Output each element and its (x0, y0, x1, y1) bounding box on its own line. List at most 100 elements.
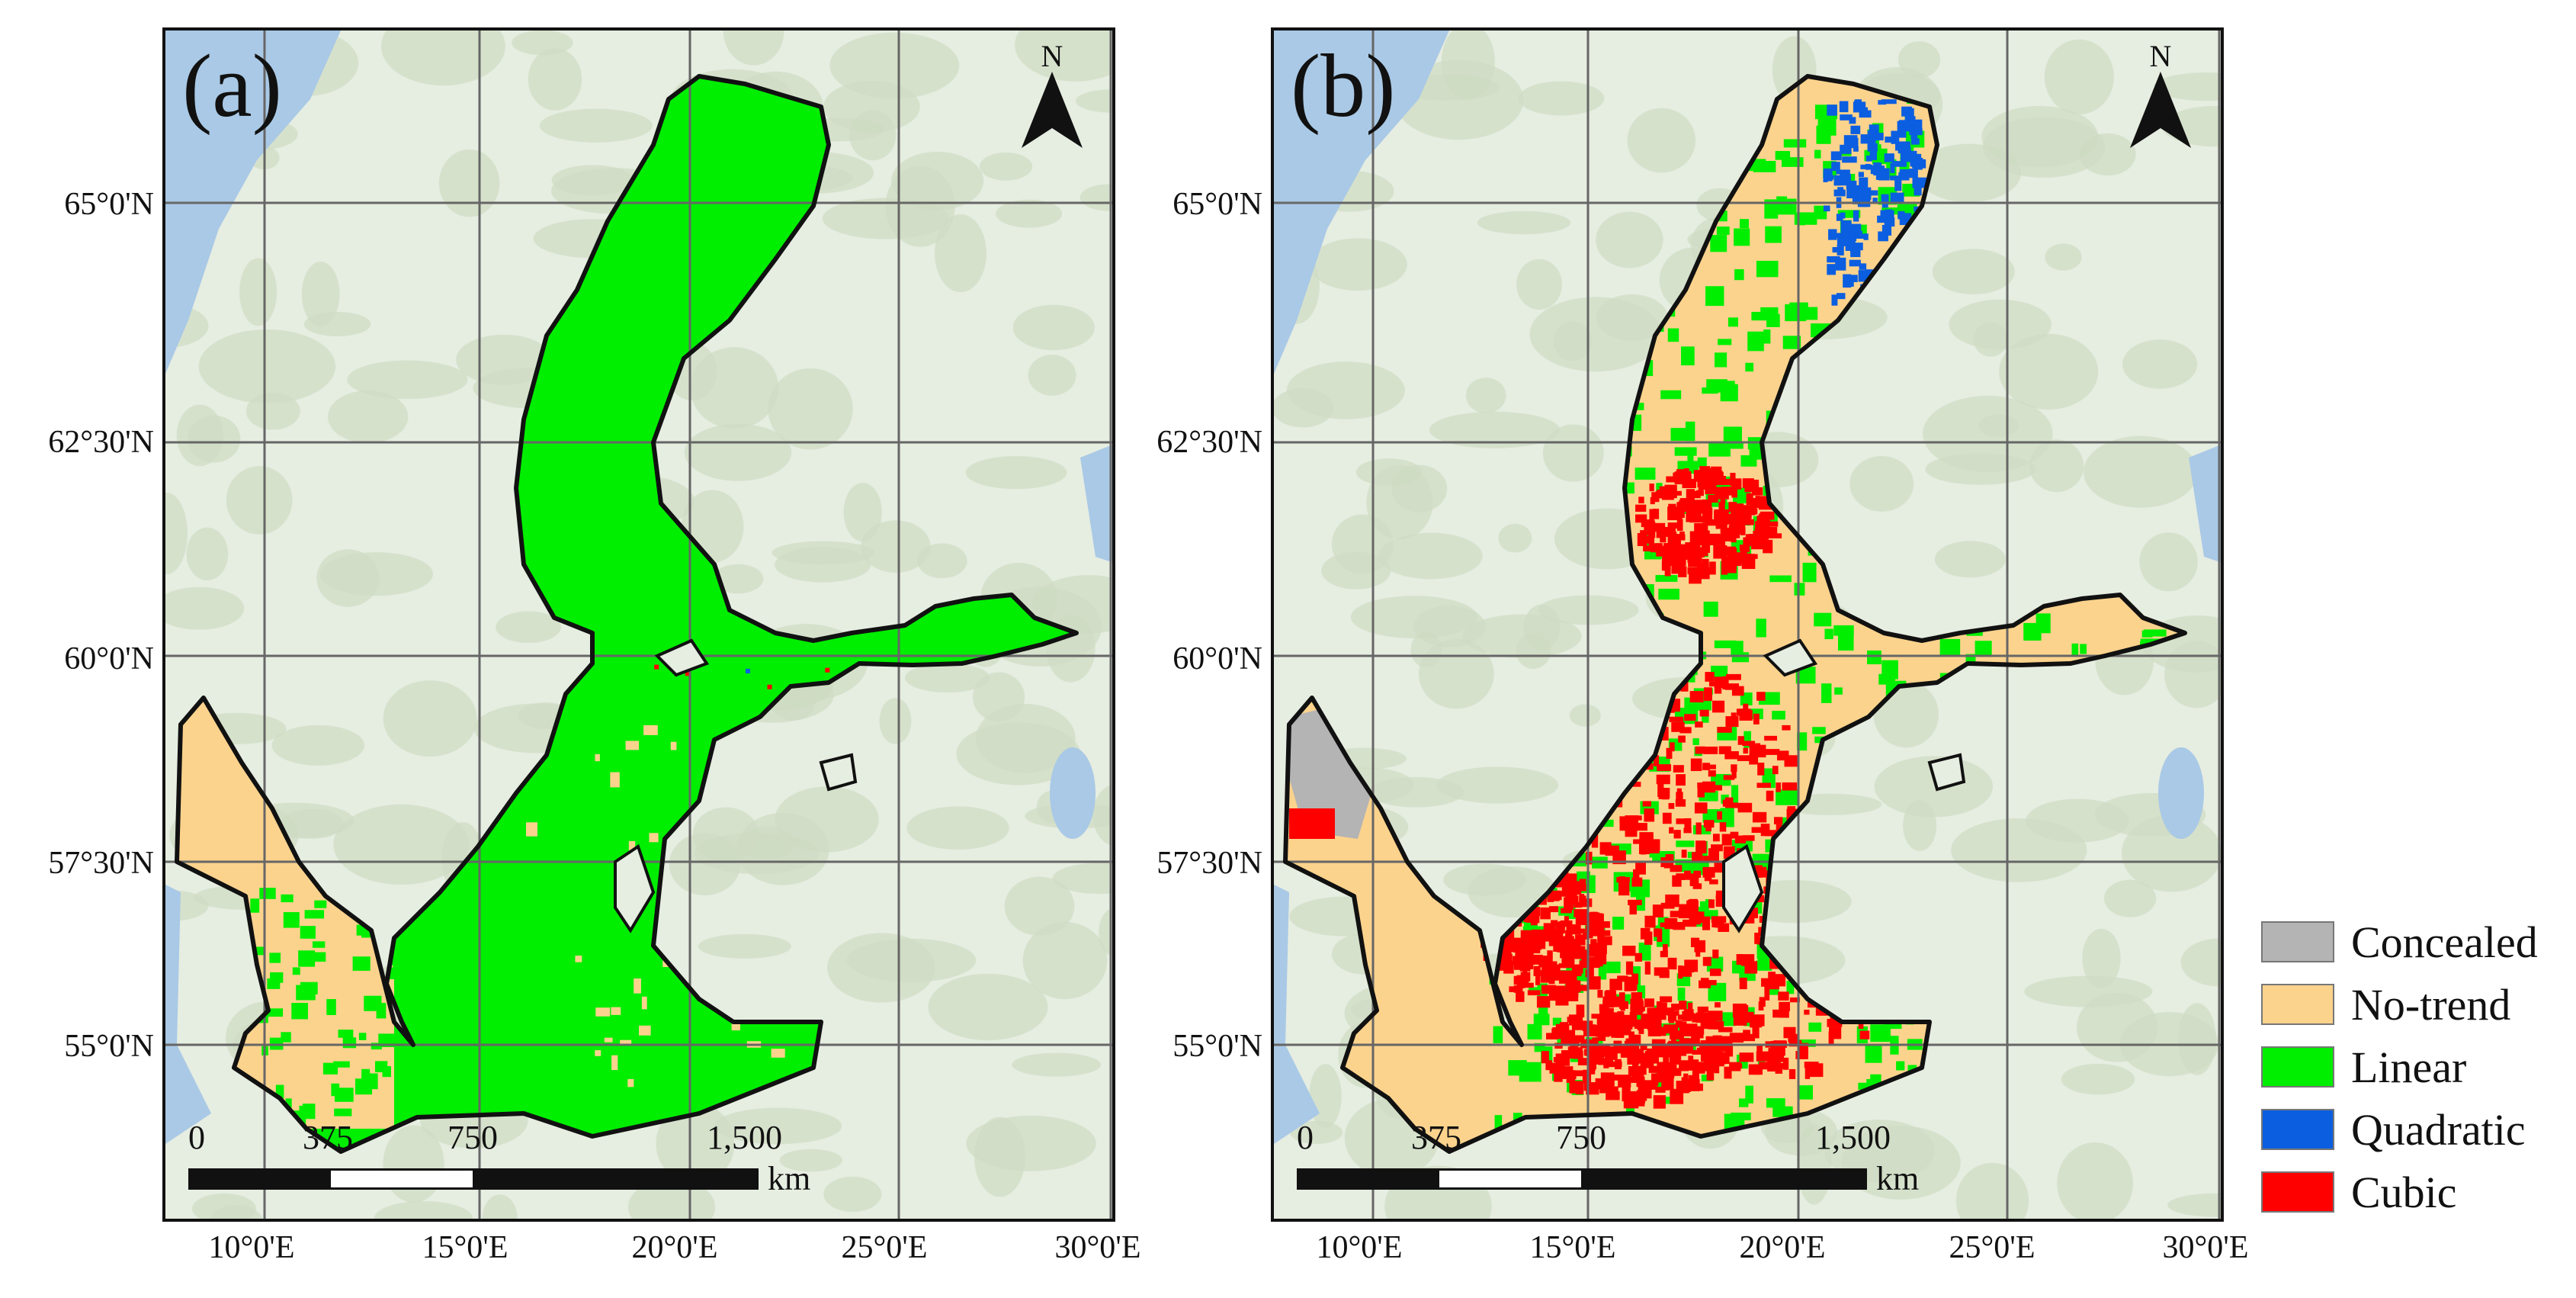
lon-label-b-15: 15°0'E (1529, 1230, 1616, 1265)
sea-outline (175, 74, 1079, 1154)
scale-tick-0: 0 (1297, 1119, 1314, 1156)
forest-patch (1436, 766, 1559, 804)
lake-east (1080, 445, 1112, 563)
sea-outline (1283, 74, 2187, 1154)
forest-patch (965, 456, 1067, 490)
north-letter-a: N (1041, 39, 1063, 73)
forest-patch (2061, 1063, 2135, 1095)
forest-patch (823, 1176, 882, 1213)
lat-label-a-55: 55°0'N (64, 1029, 154, 1064)
forest-patch (1542, 424, 1604, 482)
lon-label-a-20: 20°0'E (631, 1230, 718, 1265)
scale-bar-b: 0 375 750 1,500 km (1297, 1118, 1919, 1202)
map-panel-b: (b) N 0 375 750 1,500 km (1271, 27, 2224, 1222)
forest-patch (1553, 321, 1592, 361)
forest-patch (1462, 614, 1582, 658)
forest-patch (1004, 876, 1075, 936)
legend-label-no-trend: No-trend (2351, 980, 2511, 1030)
forest-patch (316, 549, 380, 607)
forest-patch (905, 663, 990, 693)
lon-label-a-10: 10°0'E (208, 1230, 295, 1265)
lon-label-b-25: 25°0'E (1949, 1230, 2035, 1265)
forest-patch (829, 32, 960, 99)
island-gotland (1722, 843, 1764, 933)
forest-patch (1099, 908, 1112, 956)
ocean-northwest (165, 31, 341, 374)
forest-patch (1015, 31, 1112, 82)
forest-patch (2167, 1193, 2221, 1217)
forest-patch (2180, 938, 2221, 987)
forest-patch (684, 423, 792, 481)
map-canvas-b (1274, 31, 2221, 1219)
legend-label-quadratic: Quadratic (2351, 1105, 2526, 1155)
forest-patch (1052, 863, 1112, 895)
island-aland (1763, 638, 1818, 677)
lat-label-b-55: 55°0'N (1173, 1029, 1262, 1064)
forest-patch (2103, 879, 2157, 917)
ocean-north-sea (1274, 885, 1320, 1144)
forest-patch (333, 804, 470, 885)
forest-patch (1949, 299, 2051, 350)
scale-bar-body-a (188, 1168, 759, 1190)
forest-patch (714, 1107, 842, 1145)
forest-patch (1079, 184, 1112, 211)
forest-patch (1978, 414, 2019, 438)
forest-patch (1366, 465, 1433, 540)
lat-label-b-57-30: 57°30'N (1156, 846, 1262, 881)
legend-label-linear: Linear (2351, 1043, 2467, 1092)
forest-patch (512, 31, 573, 56)
forest-patch (383, 680, 477, 757)
ocean-north-sea (165, 885, 211, 1144)
forest-patch (1898, 41, 1941, 79)
forest-patch (1477, 210, 1571, 235)
lat-label-a-65: 65°0'N (64, 187, 154, 222)
forest-patch (2083, 435, 2198, 508)
forest-patch (906, 806, 1009, 850)
lake-peipus (1050, 747, 1096, 839)
forest-patch (976, 703, 1076, 773)
forest-patch (380, 31, 505, 86)
scale-bar-a: 0 375 750 1,500 km (188, 1118, 810, 1202)
forest-patch (1849, 456, 1914, 512)
forest-patch (1022, 921, 1108, 1000)
forest-patch (1032, 575, 1112, 634)
scale-tick-750: 750 (448, 1119, 498, 1156)
lake-peipus (2158, 747, 2204, 839)
forest-patch (1418, 638, 1494, 709)
forest-patch (1368, 776, 1464, 808)
forest-patch (1465, 378, 1506, 413)
forest-patch (843, 483, 882, 542)
panel-label-a: (a) (182, 36, 282, 136)
forest-patch (301, 261, 340, 327)
forest-patch (1012, 1052, 1102, 1077)
north-arrow-icon (2130, 72, 2191, 148)
forest-patch (775, 786, 879, 853)
forest-patch (551, 165, 634, 196)
scale-segment (1299, 1171, 1439, 1187)
scale-unit-b: km (1876, 1160, 1920, 1197)
forest-patch (2024, 975, 2153, 1007)
scale-tick-1500: 1,500 (707, 1119, 782, 1156)
forest-patch (1286, 361, 1405, 419)
map-canvas-a (165, 31, 1112, 1219)
legend-label-concealed: Concealed (2351, 917, 2538, 967)
forest-patch (1903, 800, 1937, 851)
forest-patch (1999, 333, 2099, 410)
forest-patch (327, 390, 409, 444)
forest-patch (2164, 641, 2221, 708)
forest-patch (861, 520, 931, 573)
forest-patch (979, 152, 1033, 181)
forest-patch (827, 933, 935, 1003)
graticule (1274, 31, 2221, 1219)
lat-label-b-62-30: 62°30'N (1156, 425, 1262, 460)
forest-patch (779, 1149, 842, 1172)
lake-east (2189, 445, 2221, 563)
legend-swatch-no-trend (2261, 984, 2334, 1025)
forest-patch (698, 933, 791, 959)
forest-patch (438, 149, 500, 217)
forest-patch (2044, 39, 2114, 114)
island-saaremaa (1927, 753, 1966, 792)
forest-patch (656, 1103, 735, 1184)
forest-patch (723, 31, 784, 66)
forest-patch (1596, 211, 1663, 268)
